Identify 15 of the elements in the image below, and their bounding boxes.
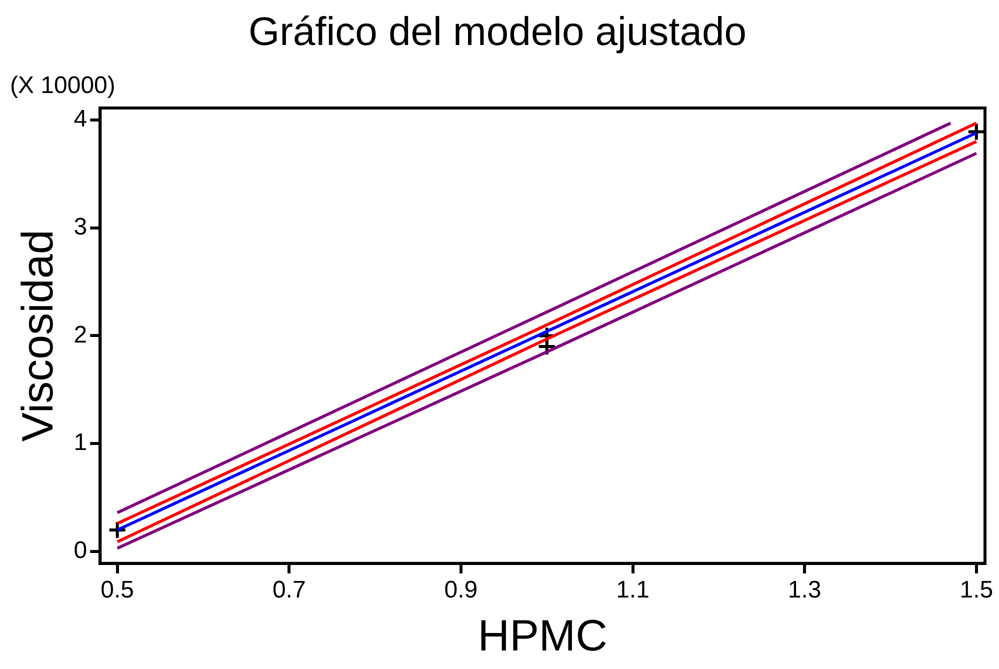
y-axis-title: Viscosidad: [14, 230, 63, 442]
chart-title: Gráfico del modelo ajustado: [248, 10, 747, 54]
y-tick-label: 3: [74, 213, 88, 240]
text: (X 10000): [10, 72, 116, 100]
x-tick-label: 1.1: [616, 576, 650, 604]
y-tick-label: 1: [74, 429, 88, 456]
x-tick-label: 0.7: [272, 576, 306, 604]
x-axis-title: HPMC: [478, 612, 608, 661]
x-tick-label: 1.5: [960, 576, 994, 604]
y-tick-label: 0: [74, 537, 88, 564]
y-tick-label: 4: [74, 105, 88, 132]
x-tick-label: 0.5: [100, 576, 134, 604]
x-tick-label: 1.3: [788, 576, 822, 604]
y-tick-label: 2: [74, 321, 88, 348]
x-tick-label: 0.9: [444, 576, 478, 604]
